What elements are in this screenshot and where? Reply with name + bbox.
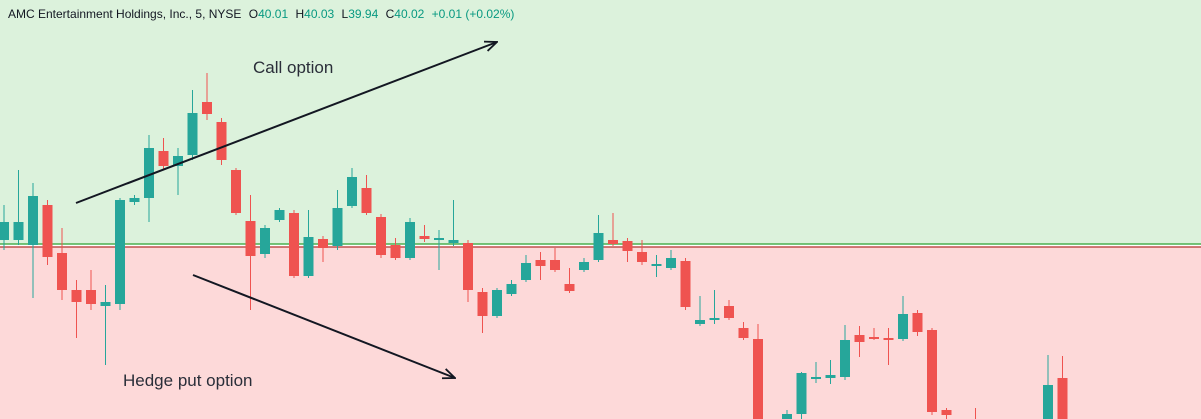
- candle-body: [231, 170, 241, 213]
- candle-body: [434, 238, 444, 240]
- profit-zone: [0, 0, 1201, 244]
- candle-body: [550, 260, 560, 270]
- candle-body: [303, 237, 314, 276]
- candle-body: [695, 320, 705, 324]
- candle-body: [796, 373, 807, 414]
- loss-zone: [0, 247, 1201, 419]
- candle-body: [318, 239, 328, 248]
- candle-body: [216, 122, 227, 160]
- candle-body: [738, 328, 749, 338]
- candle-body: [854, 335, 865, 342]
- candle-body: [1057, 378, 1068, 419]
- change: +0.01 (+0.02%): [431, 7, 515, 21]
- candle-body: [129, 198, 140, 202]
- candle-body: [622, 241, 633, 251]
- high-label: H: [295, 7, 305, 21]
- close-label: C: [385, 7, 395, 21]
- candle-body: [202, 102, 212, 114]
- candle-body: [115, 200, 125, 304]
- candle-body: [100, 302, 111, 306]
- candle-body: [811, 377, 821, 379]
- candle-body: [941, 410, 952, 415]
- candle-body: [535, 260, 546, 266]
- candle-body: [28, 196, 38, 245]
- candle-body: [361, 188, 372, 213]
- candle-body: [158, 151, 169, 166]
- candle-body: [419, 236, 430, 239]
- candle-body: [883, 338, 894, 340]
- candle-body: [274, 210, 285, 220]
- candle-body: [0, 222, 9, 240]
- candle-body: [390, 245, 401, 258]
- annotation: Call option: [253, 58, 333, 77]
- candle-body: [709, 318, 720, 320]
- candle-body: [448, 240, 459, 243]
- candle-body: [13, 222, 24, 240]
- candle-body: [869, 337, 879, 339]
- candle-body: [927, 330, 937, 412]
- candle-body: [506, 284, 517, 294]
- candle-body: [564, 284, 575, 291]
- candle-body: [840, 340, 850, 377]
- candle-body: [405, 222, 415, 258]
- legend-header: AMC Entertainment Holdings, Inc., 5, NYS…: [8, 7, 514, 21]
- candle-body: [332, 208, 343, 246]
- candle-body: [42, 205, 53, 257]
- candle-body: [289, 213, 299, 276]
- candle-body: [579, 262, 589, 270]
- high-value: 40.03: [304, 7, 335, 21]
- candle-body: [666, 258, 676, 268]
- candle-body: [376, 217, 386, 255]
- candle-body: [724, 306, 734, 318]
- candle-body: [651, 264, 662, 266]
- candle-body: [608, 240, 618, 244]
- put-arrow: [192, 274, 455, 378]
- candle-body: [245, 221, 256, 256]
- candle-body: [637, 252, 647, 262]
- candle-body: [680, 261, 691, 307]
- candle-body: [782, 414, 792, 419]
- candle-body: [912, 313, 923, 332]
- candle-body: [492, 290, 502, 316]
- candle-body: [86, 290, 96, 304]
- low-value: 39.94: [348, 7, 379, 21]
- candle-body: [71, 290, 82, 302]
- candle-body: [57, 253, 67, 290]
- candle-body: [187, 113, 198, 155]
- open-value: 40.01: [258, 7, 289, 21]
- candle-body: [898, 314, 908, 339]
- candle-body: [753, 339, 763, 419]
- candle-body: [347, 177, 357, 206]
- open-label: O: [248, 7, 259, 21]
- candle-body: [521, 263, 531, 280]
- low-label: L: [341, 7, 349, 21]
- candle-body: [463, 243, 473, 290]
- call-arrow: [75, 42, 497, 204]
- candle-body: [593, 233, 604, 260]
- candle-body: [1043, 385, 1053, 419]
- candle-body: [144, 148, 154, 198]
- annotation: Hedge put option: [123, 371, 253, 390]
- symbol: AMC Entertainment Holdings, Inc., 5, NYS…: [8, 7, 242, 21]
- close-value: 40.02: [394, 7, 425, 21]
- candle-body: [260, 228, 270, 254]
- candle-body: [173, 156, 183, 166]
- candle-body: [825, 375, 836, 378]
- candle-body: [477, 292, 488, 316]
